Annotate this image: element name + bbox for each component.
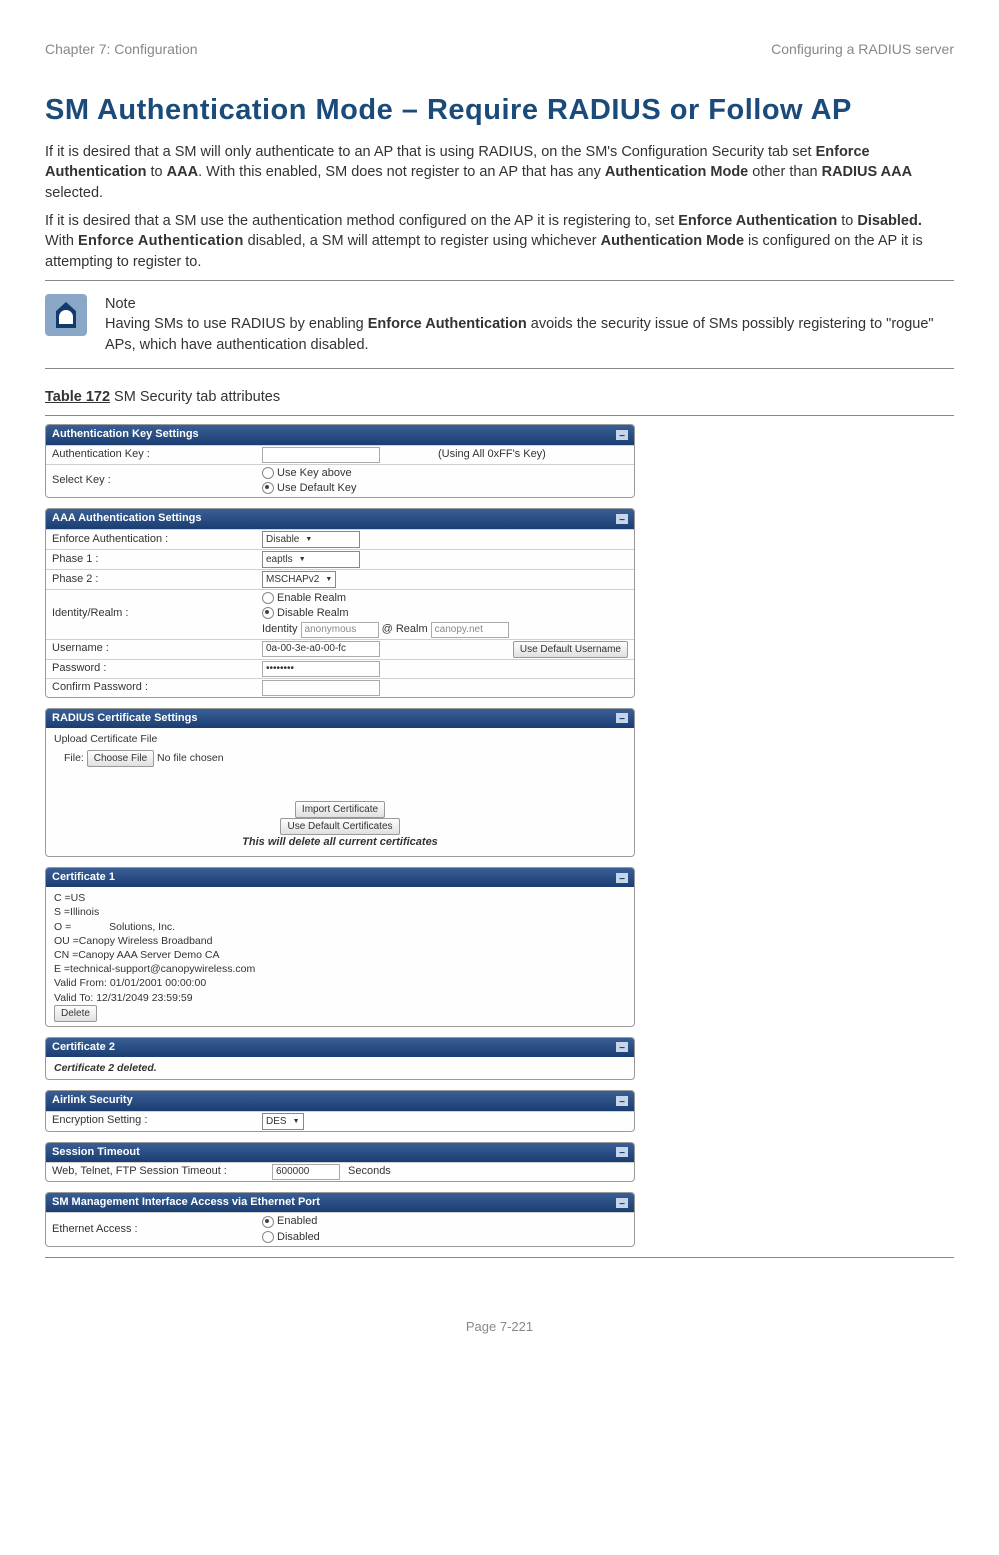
username-input[interactable]: 0a-00-3e-a0-00-fc xyxy=(262,641,380,657)
radio-use-default-key[interactable] xyxy=(262,482,274,494)
delete-warning: This will delete all current certificate… xyxy=(54,835,626,850)
panel-mgmt: SM Management Interface Access via Ether… xyxy=(45,1192,635,1247)
collapse-icon[interactable]: − xyxy=(616,873,628,883)
radio-disable-realm[interactable] xyxy=(262,607,274,619)
radio-eth-enabled[interactable] xyxy=(262,1216,274,1228)
radio-enable-realm[interactable] xyxy=(262,592,274,604)
radio-use-key-above[interactable] xyxy=(262,467,274,479)
encryption-select[interactable]: DES xyxy=(262,1113,304,1130)
confirm-password-input[interactable] xyxy=(262,680,380,696)
auth-key-input[interactable] xyxy=(262,447,380,463)
panel-cert-2: Certificate 2− Certificate 2 deleted. xyxy=(45,1037,635,1081)
radio-eth-disabled[interactable] xyxy=(262,1231,274,1243)
delete-cert-button[interactable]: Delete xyxy=(54,1005,97,1022)
note-block: Note Having SMs to use RADIUS by enablin… xyxy=(45,289,954,360)
note-body: Having SMs to use RADIUS by enabling Enf… xyxy=(105,314,954,355)
note-label: Note xyxy=(105,294,954,314)
note-icon xyxy=(45,294,87,336)
panel-auth-key: Authentication Key Settings− Authenticat… xyxy=(45,424,635,498)
collapse-icon[interactable]: − xyxy=(616,430,628,440)
collapse-icon[interactable]: − xyxy=(616,1147,628,1157)
choose-file-button[interactable]: Choose File xyxy=(87,750,154,767)
phase1-select[interactable]: eaptls xyxy=(262,551,360,568)
panel-aaa: AAA Authentication Settings− Enforce Aut… xyxy=(45,508,635,697)
realm-input[interactable]: canopy.net xyxy=(431,622,509,638)
panel-cert-1: Certificate 1− C =US S =Illinois O = Sol… xyxy=(45,867,635,1027)
session-timeout-input[interactable]: 600000 xyxy=(272,1164,340,1180)
collapse-icon[interactable]: − xyxy=(616,713,628,723)
panel-timeout: Session Timeout− Web, Telnet, FTP Sessio… xyxy=(45,1142,635,1182)
import-certificate-button[interactable]: Import Certificate xyxy=(295,801,385,818)
paragraph-1: If it is desired that a SM will only aut… xyxy=(45,142,954,203)
page-title: SM Authentication Mode – Require RADIUS … xyxy=(45,90,954,131)
page-number: Page 7-221 xyxy=(45,1318,954,1336)
embedded-screenshot: Authentication Key Settings− Authenticat… xyxy=(45,424,635,1247)
enforce-auth-select[interactable]: Disable xyxy=(262,531,360,548)
identity-input[interactable]: anonymous xyxy=(301,622,379,638)
use-default-certificates-button[interactable]: Use Default Certificates xyxy=(280,818,399,835)
panel-airlink: Airlink Security− Encryption Setting :DE… xyxy=(45,1090,635,1131)
table-caption: Table 172 SM Security tab attributes xyxy=(45,387,954,407)
topic-label: Configuring a RADIUS server xyxy=(771,40,954,60)
password-input[interactable]: •••••••• xyxy=(262,661,380,677)
collapse-icon[interactable]: − xyxy=(616,1042,628,1052)
panel-radius-cert: RADIUS Certificate Settings− Upload Cert… xyxy=(45,708,635,857)
use-default-username-button[interactable]: Use Default Username xyxy=(513,641,628,658)
chapter-label: Chapter 7: Configuration xyxy=(45,40,198,60)
phase2-select[interactable]: MSCHAPv2 xyxy=(262,571,336,588)
collapse-icon[interactable]: − xyxy=(616,1096,628,1106)
collapse-icon[interactable]: − xyxy=(616,514,628,524)
paragraph-2: If it is desired that a SM use the authe… xyxy=(45,211,954,272)
collapse-icon[interactable]: − xyxy=(616,1198,628,1208)
